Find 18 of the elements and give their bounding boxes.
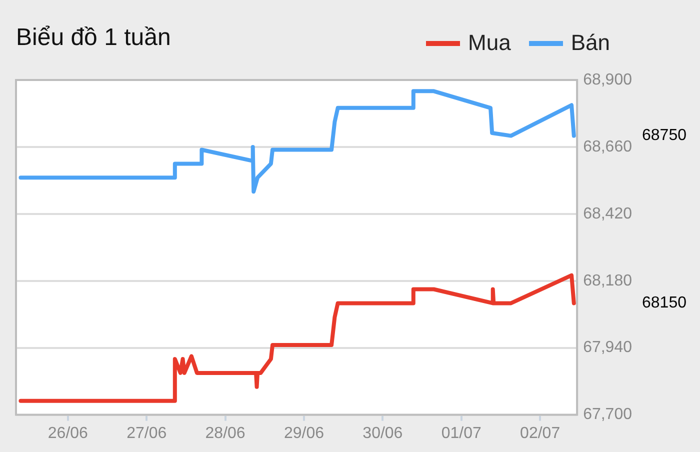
x-tick-label: 28/06	[205, 424, 246, 442]
text: 68750	[642, 127, 687, 144]
chart-title: Biểu đồ 1 tuần	[16, 24, 171, 52]
y-tick-label: 67,940	[583, 339, 632, 356]
y-tick-label: 67,700	[583, 406, 632, 424]
legend-label: Mua	[468, 30, 511, 56]
text: 68150	[642, 294, 687, 312]
y-tick-label: 68,660	[583, 138, 632, 156]
x-tick-label: 01/07	[441, 424, 482, 442]
y-tick-label: 68,180	[583, 272, 632, 290]
y-tick-label: 68,900	[583, 71, 632, 88]
x-tick-label: 27/06	[126, 424, 167, 442]
x-tick-label: 29/06	[284, 424, 324, 442]
x-tick-label: 02/07	[520, 424, 560, 442]
legend-label: Bán	[570, 30, 610, 56]
x-tick-label: 26/06	[48, 424, 88, 442]
x-tick-label: 30/06	[362, 424, 403, 442]
y-tick-label: 68,420	[583, 205, 632, 222]
